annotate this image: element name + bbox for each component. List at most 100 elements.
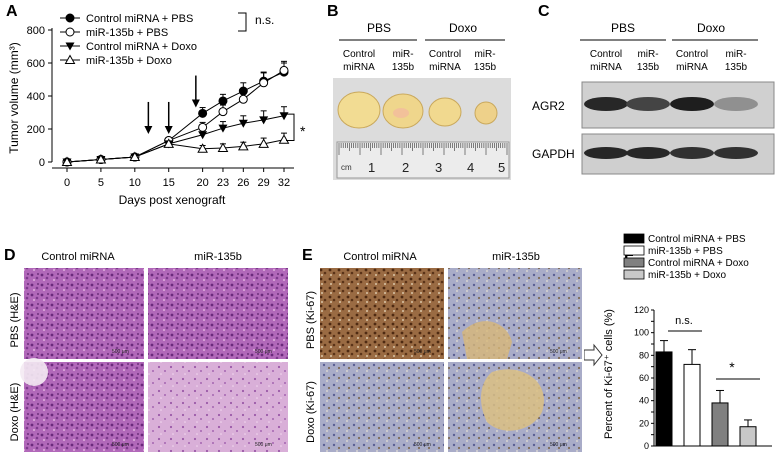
panel-a-ns-label: n.s. xyxy=(255,13,274,27)
panel-c: C PBS Doxo Control miRNA miR- 135b Contr… xyxy=(518,0,778,180)
panel-a-xtick-label: 5 xyxy=(98,177,104,189)
panel-f-bar-chart: F Percent of Ki-67⁺ cells (%) 0 20 40 60 80 1… xyxy=(584,233,772,451)
panel-a-xtick-label: 26 xyxy=(237,177,249,189)
panel-e-letter: E xyxy=(302,247,313,264)
panel-f-legend-label: Control miRNA + PBS xyxy=(648,234,746,245)
blot-band-gapdh xyxy=(584,147,628,159)
panel-a-line-chart: A Tumor volume (mm³) Days post xenograft… xyxy=(6,3,306,207)
panel-f-ylabel: Percent of Ki-67⁺ cells (%) xyxy=(603,309,615,439)
panel-e-col-mir135b: miR-135b xyxy=(492,251,540,263)
panel-e-col-control: Control miRNA xyxy=(343,251,417,263)
panel-f-legend-swatch xyxy=(623,245,645,256)
panel-c-group-doxo: Doxo xyxy=(697,21,725,35)
panel-f-bar xyxy=(683,363,701,447)
he-adipose-region xyxy=(20,358,48,386)
panel-b-lane4-line2: 135b xyxy=(474,62,497,73)
blot-band-gapdh xyxy=(714,147,758,159)
panel-a-legend-marker xyxy=(64,54,76,64)
panel-a-data-point xyxy=(258,138,270,148)
panel-a-data-point xyxy=(198,122,208,132)
he-image-mir135b-doxo xyxy=(148,362,288,452)
ki67-scalebar-4: 500 μm xyxy=(550,442,567,448)
ki67-stroma-region-2 xyxy=(480,369,544,431)
panel-d-letter: D xyxy=(4,247,16,264)
panel-b-lane4-line1: miR- xyxy=(474,49,495,60)
panel-a-treatment-arrowhead xyxy=(164,125,173,134)
panel-f-ytick-label: 0 xyxy=(644,441,649,451)
panel-b-group-doxo: Doxo xyxy=(449,21,477,35)
panel-a-data-point xyxy=(218,107,228,117)
panel-b-lane3-line2: miRNA xyxy=(429,62,461,73)
panel-b-letter: B xyxy=(327,3,339,20)
panel-a-xtick-label: 15 xyxy=(163,177,175,189)
panel-a-xlabel: Days post xenograft xyxy=(119,193,226,207)
panel-b-group-pbs: PBS xyxy=(367,21,391,35)
ruler-unit: cm xyxy=(341,163,352,172)
panel-a-ytick-label: 0 xyxy=(39,157,45,169)
panel-a-treatment-arrowhead xyxy=(144,125,153,134)
panel-a-xtick-label: 29 xyxy=(258,177,270,189)
panel-b-lane1-line1: Control xyxy=(343,49,375,60)
panel-a-xtick-label: 0 xyxy=(64,177,70,189)
panel-c-letter: C xyxy=(538,3,550,20)
panel-a-ytick-label: 800 xyxy=(27,25,45,37)
panel-f-ytick-label: 100 xyxy=(634,328,649,338)
panel-c-lane3-line1: Control xyxy=(676,49,708,60)
panel-e-graphic: E Control miRNA miR-135b PBS (Ki-67) Dox… xyxy=(302,247,582,452)
panel-c-group-pbs: PBS xyxy=(611,21,635,35)
panel-a-data-point xyxy=(129,151,141,162)
ki67-scalebar-1: 500 μm xyxy=(414,349,431,355)
tumor-control-pbs xyxy=(337,91,381,129)
ruler-number-4: 4 xyxy=(467,160,474,175)
panel-a-data-point xyxy=(163,138,175,148)
he-scalebar-1: 500 μm xyxy=(112,349,129,355)
panel-a-ns-bracket xyxy=(238,12,247,32)
panel-a-data-point xyxy=(61,156,73,166)
panel-a-data-point xyxy=(238,94,248,104)
tumor-highlight xyxy=(393,108,409,118)
panel-e-row-doxo: Doxo (Ki-67) xyxy=(305,381,317,443)
panel-a-ytick-label: 400 xyxy=(27,91,45,103)
panel-a-data-point xyxy=(197,143,208,153)
he-scalebar-2: 500 μm xyxy=(255,349,272,355)
panel-b-graphic: B PBS Doxo Control miRNA miR- 135b Contr… xyxy=(327,3,511,180)
panel-c-lane1-line1: Control xyxy=(590,49,622,60)
panel-f-letter: F xyxy=(624,247,634,264)
panel-d: D Control miRNA miR-135b PBS (H&E) Doxo … xyxy=(0,232,290,452)
blot-band-agr2 xyxy=(626,97,670,111)
ki67-image-control-doxo xyxy=(320,362,444,452)
panel-b-lane1-line2: miRNA xyxy=(343,62,375,73)
panel-b-lane2-line2: 135b xyxy=(392,62,415,73)
panel-a-data-point xyxy=(259,78,269,88)
panel-a-legend-label: Control miRNA + PBS xyxy=(86,13,193,25)
panel-c-lane3-line2: miRNA xyxy=(676,62,708,73)
tumor-mir135b-doxo xyxy=(474,101,498,125)
panel-a-data-point xyxy=(278,134,290,144)
ruler-number-2: 2 xyxy=(402,160,409,175)
panel-f-pointer-arrow xyxy=(584,343,603,367)
he-image-control-pbs xyxy=(24,268,144,359)
panel-a-treatment-arrowhead xyxy=(191,99,200,108)
panel-a-legend-marker xyxy=(65,42,75,51)
panel-a-legend-label: miR-135b + PBS xyxy=(86,27,168,39)
panel-a-data-point xyxy=(238,119,248,128)
panel-e-row-pbs: PBS (Ki-67) xyxy=(305,291,317,349)
panel-a-series-line xyxy=(66,69,285,163)
blot-band-gapdh xyxy=(626,147,670,159)
panel-a-ytick-label: 600 xyxy=(27,58,45,70)
panel-f-star-label: * xyxy=(729,359,735,375)
ruler-number-3: 3 xyxy=(435,160,442,175)
panel-a-data-point xyxy=(259,116,269,125)
panel-c-lane4-line2: 135b xyxy=(725,62,748,73)
panel-a-data-point xyxy=(217,142,229,152)
panel-f-legend-swatch xyxy=(623,233,645,244)
panel-a-xtick-label: 20 xyxy=(197,177,209,189)
panel-f-ytick-label: 20 xyxy=(639,418,649,428)
panel-a-legend-label: miR-135b + Doxo xyxy=(86,55,172,67)
panel-a-xtick-label: 10 xyxy=(129,177,141,189)
panel-f-ytick-label: 120 xyxy=(634,305,649,315)
panel-c-lane4-line1: miR- xyxy=(725,49,746,60)
panel-f-legend-label: Control miRNA + Doxo xyxy=(648,258,749,269)
panel-a-letter: A xyxy=(6,3,18,20)
blot-band-agr2 xyxy=(670,97,714,111)
